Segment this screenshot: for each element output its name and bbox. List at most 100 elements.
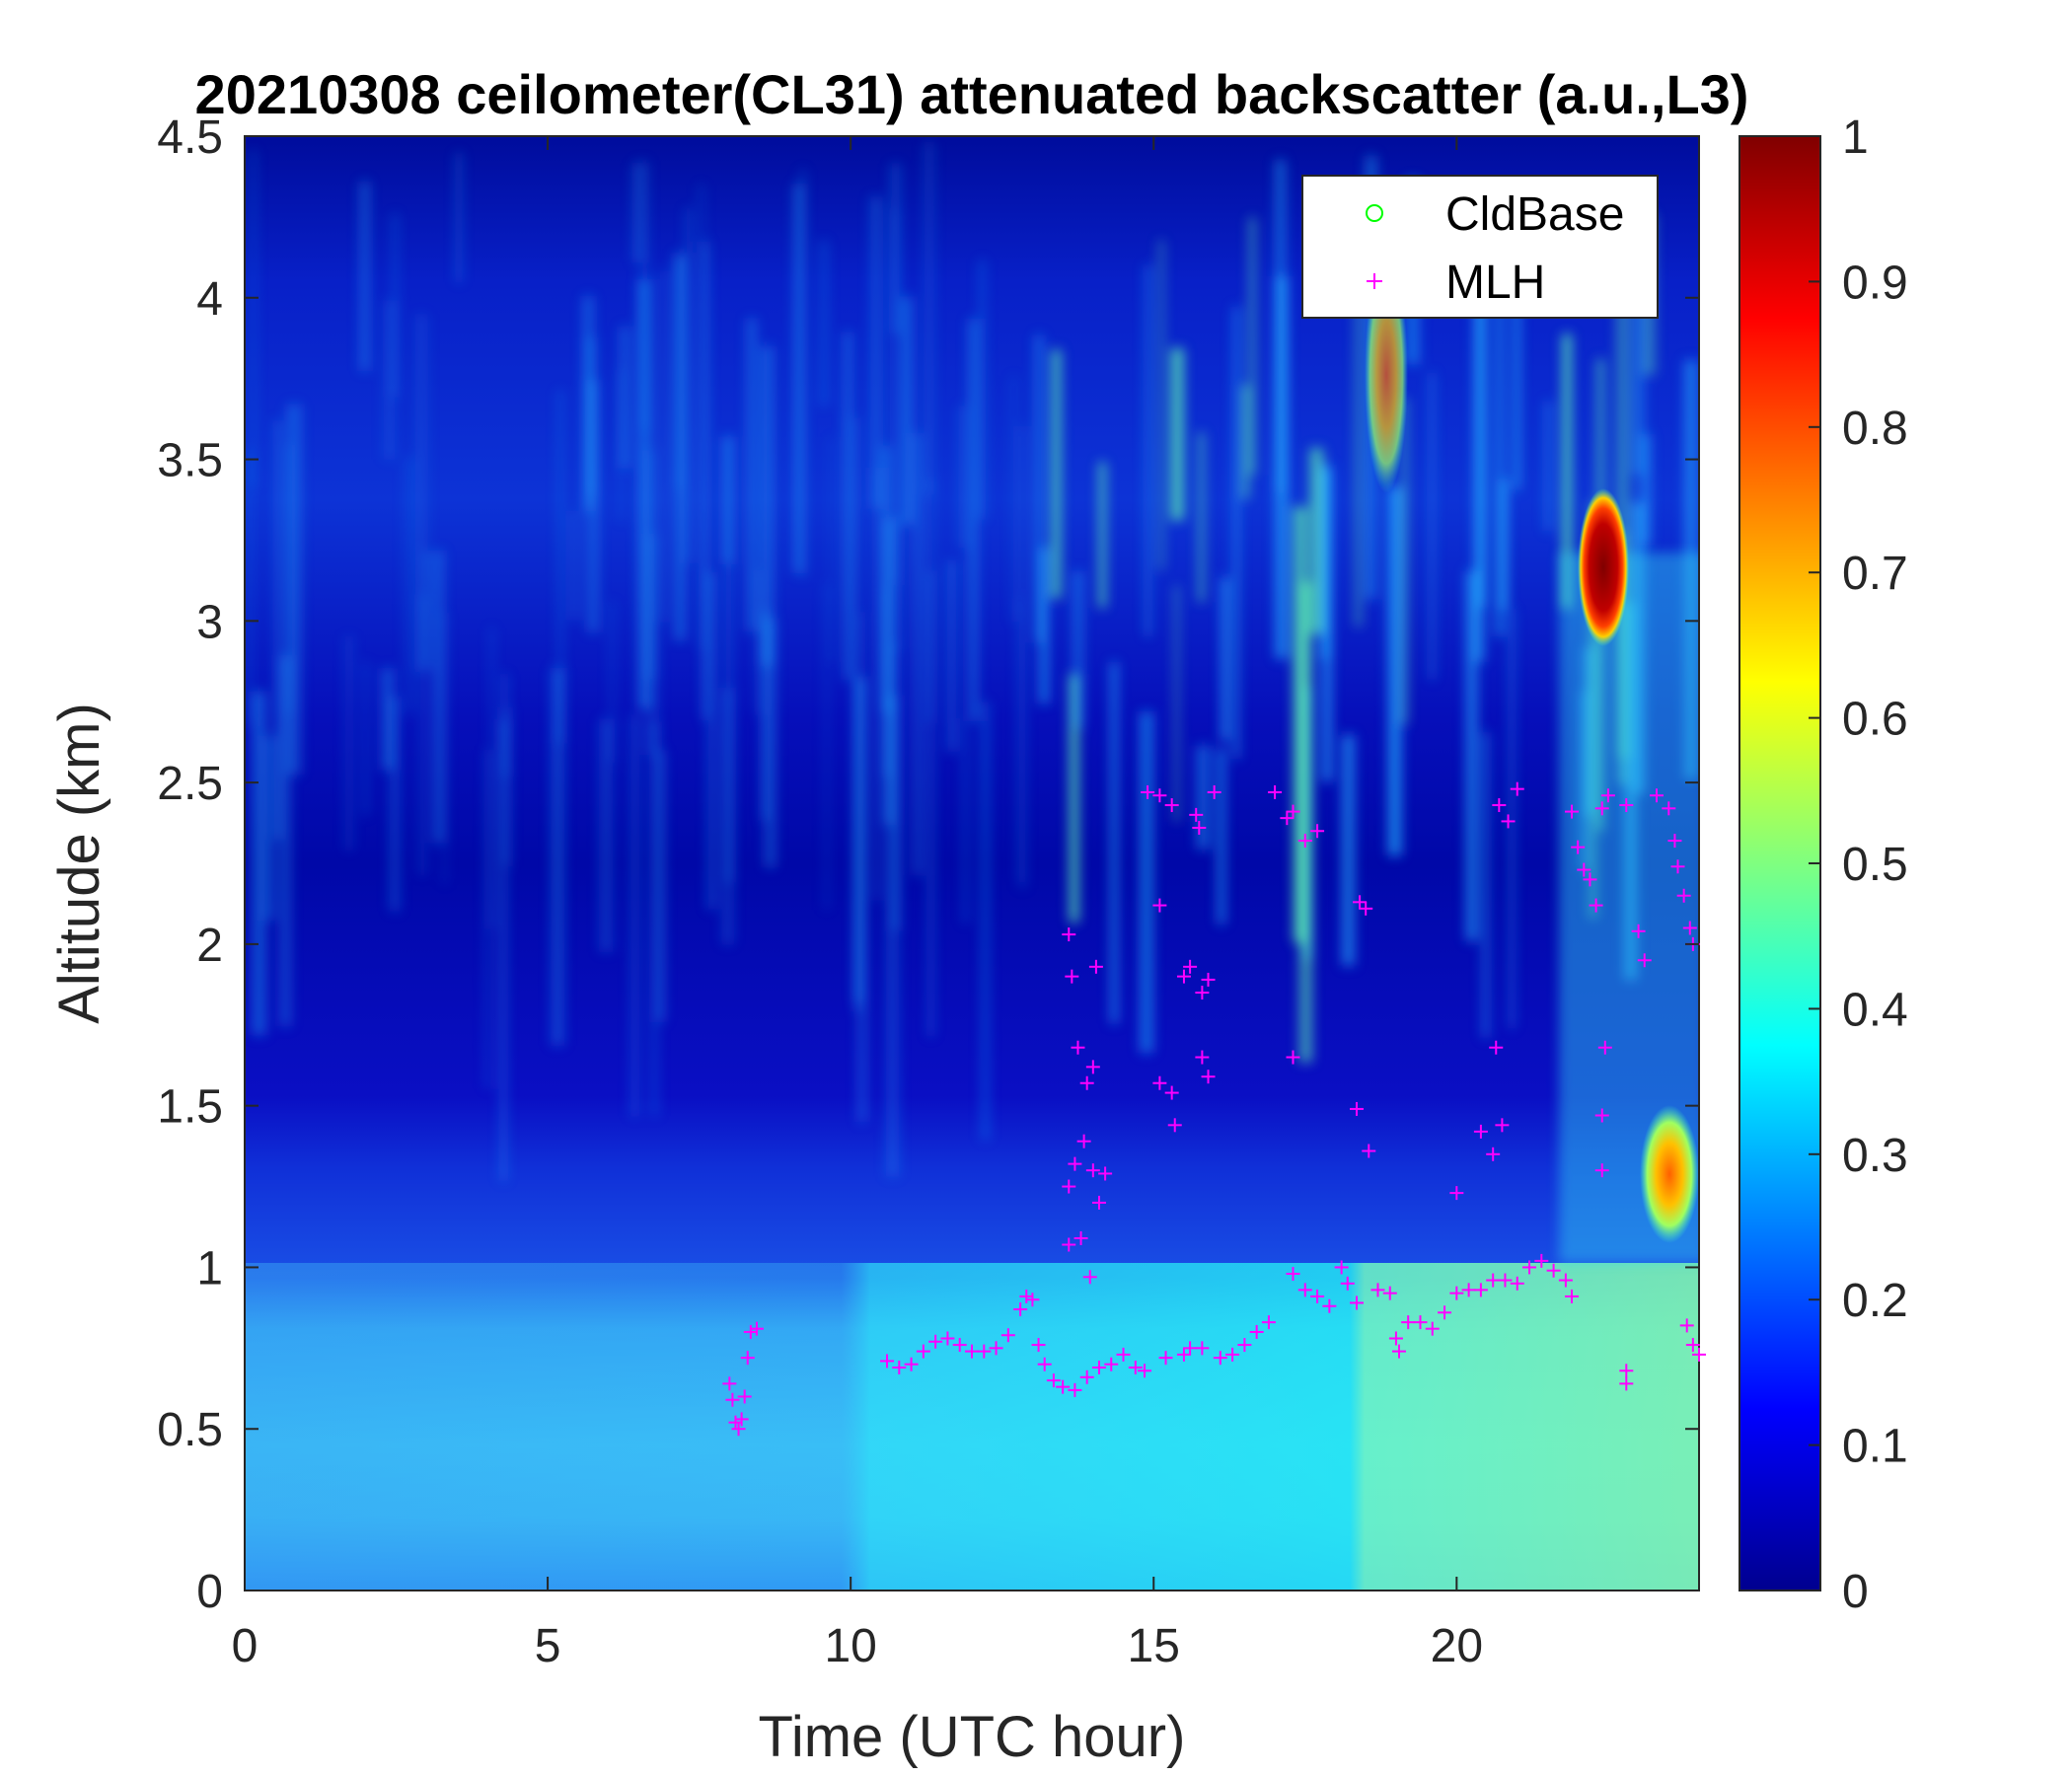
aerosol-streak xyxy=(1355,260,1363,628)
aerosol-streak xyxy=(851,417,860,612)
aerosol-streak xyxy=(764,618,777,868)
aerosol-streak xyxy=(433,550,444,844)
mlh-marker xyxy=(1141,784,1155,799)
mlh-marker xyxy=(1268,784,1283,799)
colorbar-tick-label: 0.4 xyxy=(1842,984,1908,1036)
aerosol-streak xyxy=(819,240,828,407)
mlh-marker xyxy=(1600,788,1615,803)
aerosol-streak xyxy=(274,420,281,840)
aerosol-streak xyxy=(823,583,830,911)
aerosol-streak xyxy=(1040,547,1048,704)
mlh-marker xyxy=(749,1321,764,1336)
mlh-marker xyxy=(1207,784,1221,799)
mlh-marker xyxy=(1631,924,1646,938)
x-tick-label: 5 xyxy=(535,1620,561,1672)
aerosol-streak xyxy=(890,208,899,586)
mlh-marker xyxy=(1425,1321,1440,1336)
mlh-marker xyxy=(1031,1338,1046,1353)
legend-box xyxy=(1301,175,1659,319)
y-axis: 0 0.5 1 1.5 2 2.5 3 3.5 4 4.5 xyxy=(157,111,1699,1618)
mlh-marker xyxy=(1353,895,1368,910)
aerosol-streak xyxy=(746,318,757,632)
mlh-marker xyxy=(1391,1344,1406,1359)
aerosol-streak xyxy=(657,750,665,1022)
aerosol-streak xyxy=(981,702,990,1141)
aerosol-streak xyxy=(1496,291,1504,637)
y-tick-label: 4 xyxy=(196,273,223,326)
mlh-marker xyxy=(1091,1360,1106,1374)
mlh-marker xyxy=(1249,1324,1264,1339)
aerosol-streak xyxy=(1218,748,1225,925)
chart-title: 20210308 ceilometer(CL31) attenuated bac… xyxy=(195,63,1749,125)
y-tick-label: 2.5 xyxy=(157,758,223,810)
mlh-marker xyxy=(1594,1163,1609,1178)
aerosol-streak xyxy=(620,326,629,469)
aerosol-streak xyxy=(609,601,616,764)
mlh-marker xyxy=(1498,1273,1513,1288)
mlh-marker xyxy=(1637,953,1652,968)
boundary-layer-band xyxy=(245,1263,1699,1591)
mlh-marker xyxy=(1438,1305,1452,1320)
mlh-marker xyxy=(728,1415,743,1430)
mlh-marker xyxy=(989,1341,1003,1356)
mlh-marker xyxy=(1065,969,1079,984)
mlh-marker xyxy=(892,1360,907,1374)
mlh-marker xyxy=(1019,1289,1034,1303)
aerosol-streak xyxy=(674,253,686,641)
mlh-marker xyxy=(1571,840,1586,854)
mlh-marker xyxy=(1013,1302,1028,1317)
mlh-marker xyxy=(1062,1179,1076,1194)
mlh-marker xyxy=(1213,1351,1227,1366)
colorbar-tick-label: 0.2 xyxy=(1842,1275,1908,1327)
aerosol-streak xyxy=(1275,275,1289,659)
aerosol-streak xyxy=(924,141,935,495)
y-tick-label: 3.5 xyxy=(157,435,223,487)
aerosol-streak xyxy=(1140,711,1153,1054)
mlh-marker xyxy=(1085,1060,1100,1074)
mlh-marker xyxy=(1359,901,1373,916)
mlh-marker xyxy=(977,1344,992,1359)
mlh-marker xyxy=(1201,972,1216,987)
mlh-marker xyxy=(1565,1289,1580,1303)
mlh-marker xyxy=(1449,1186,1464,1201)
aerosol-streak xyxy=(963,717,968,925)
aerosol-streak xyxy=(1513,244,1520,490)
aerosol-streak xyxy=(755,570,762,715)
aerosol-streak xyxy=(489,627,494,929)
mlh-marker xyxy=(1349,1101,1364,1116)
aerosol-streak xyxy=(706,571,716,910)
x-tick-label: 15 xyxy=(1128,1620,1180,1672)
mlh-marker xyxy=(1682,921,1697,935)
mlh-marker xyxy=(1594,801,1609,816)
mlh-marker xyxy=(1237,1338,1252,1353)
colorbar-tick-label: 1 xyxy=(1842,111,1869,164)
aerosol-streak xyxy=(891,644,901,931)
mlh-marker xyxy=(1362,1144,1376,1158)
aerosol-streak xyxy=(1501,479,1508,610)
aerosol-streak xyxy=(250,149,257,488)
colorbar-tick-label: 0.3 xyxy=(1842,1130,1908,1182)
aerosol-streak xyxy=(583,295,594,512)
mlh-marker xyxy=(1449,1286,1464,1300)
aerosol-streak xyxy=(1232,306,1240,760)
mlh-marker xyxy=(1662,801,1676,816)
mlh-marker xyxy=(1068,1382,1082,1397)
mlh-marker xyxy=(1189,807,1204,822)
mlh-marker xyxy=(1037,1357,1052,1371)
aerosol-streak xyxy=(1429,373,1436,680)
mlh-marker xyxy=(1082,1270,1097,1285)
mlh-marker xyxy=(1413,1315,1428,1330)
aerosol-streak xyxy=(1243,385,1249,499)
aerosol-streak xyxy=(287,404,301,776)
mlh-marker xyxy=(1619,1364,1634,1378)
aerosol-streak xyxy=(870,196,882,509)
mlh-marker xyxy=(1388,1331,1403,1346)
mlh-marker xyxy=(743,1324,758,1339)
aerosol-streak xyxy=(639,160,649,429)
aerosol-streak xyxy=(957,406,967,549)
mlh-marker xyxy=(1340,1276,1355,1291)
mlh-marker xyxy=(1589,898,1603,913)
aerosol-streak xyxy=(895,516,902,649)
aerosol-streak xyxy=(483,749,492,1089)
